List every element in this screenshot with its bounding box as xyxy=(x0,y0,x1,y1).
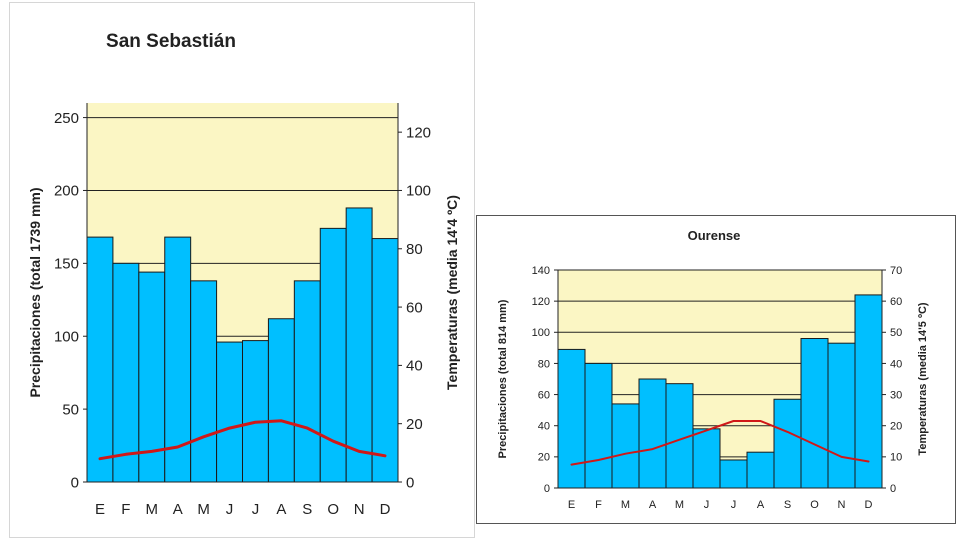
left-tick-label: 100 xyxy=(54,328,79,345)
right-tick-label: 10 xyxy=(890,452,902,464)
precipitation-bar xyxy=(584,362,613,489)
right-tick-label: 40 xyxy=(890,358,902,370)
chart-title: Ourense xyxy=(688,228,741,243)
right-tick-label: 70 xyxy=(890,265,902,277)
right-tick-label: 50 xyxy=(890,327,902,339)
month-label: M xyxy=(197,501,210,518)
month-label: M xyxy=(146,501,159,518)
month-label: A xyxy=(276,501,286,518)
month-label: M xyxy=(621,499,630,511)
left-tick-label: 20 xyxy=(538,452,550,464)
month-label: A xyxy=(757,499,765,511)
month-label: S xyxy=(784,499,791,511)
chart-title: San Sebastián xyxy=(106,31,236,52)
precipitation-bar xyxy=(746,451,775,489)
y-axis-title-left: Precipitaciones (total 1739 mm) xyxy=(27,187,43,397)
right-tick-label: 40 xyxy=(406,358,423,375)
temperature-line xyxy=(570,420,870,466)
precipitation-bar xyxy=(638,378,667,489)
month-label: J xyxy=(731,499,737,511)
month-label: N xyxy=(838,499,846,511)
month-label: S xyxy=(302,501,312,518)
precipitation-bar xyxy=(164,236,192,483)
month-label: O xyxy=(810,499,819,511)
right-tick-label: 120 xyxy=(406,124,431,141)
precipitation-bar xyxy=(719,459,748,489)
month-label: E xyxy=(568,499,575,511)
month-label: M xyxy=(675,499,684,511)
left-tick-label: 120 xyxy=(532,296,550,308)
month-label: O xyxy=(327,501,339,518)
precipitation-bar xyxy=(190,280,218,483)
left-tick-label: 60 xyxy=(538,389,550,401)
precipitation-bar xyxy=(692,428,721,489)
precipitation-bar xyxy=(773,398,802,489)
left-tick-label: 0 xyxy=(71,474,79,491)
month-label: J xyxy=(226,501,234,518)
left-tick-label: 80 xyxy=(538,358,550,370)
left-tick-label: 150 xyxy=(54,256,79,273)
climograph-ourense: 0 20 40 60 80 100 120 140 0 10 20 30 40 50 60 70 E F M A M J J… xyxy=(497,228,929,511)
precipitation-bar xyxy=(371,238,399,483)
precipitation-bar xyxy=(800,338,829,489)
left-tick-label: 0 xyxy=(544,483,550,495)
month-label: F xyxy=(595,499,602,511)
month-label: F xyxy=(121,501,130,518)
right-tick-label: 100 xyxy=(406,183,431,200)
temperature-line xyxy=(98,419,387,461)
month-label: A xyxy=(173,501,183,518)
chart-panel-san-sebastian: 0 50 100 150 200 250 0 20 40 60 80 100 120 E F M A M J J A S O… xyxy=(9,2,475,538)
right-tick-label: 20 xyxy=(890,421,902,433)
month-label: A xyxy=(649,499,657,511)
right-tick-label: 60 xyxy=(406,299,423,316)
precipitation-bar xyxy=(557,348,586,489)
precipitation-bar xyxy=(854,294,883,489)
precipitation-bar xyxy=(112,262,140,483)
month-label: J xyxy=(252,501,259,518)
precipitation-bar xyxy=(242,340,269,483)
left-tick-label: 100 xyxy=(532,327,550,339)
precipitation-bar xyxy=(827,342,856,489)
month-label: N xyxy=(354,501,365,518)
left-tick-label: 250 xyxy=(54,110,79,127)
precipitation-bar xyxy=(86,236,114,483)
month-label: J xyxy=(704,499,710,511)
left-tick-label: 40 xyxy=(538,421,550,433)
precipitation-bar xyxy=(611,403,640,489)
precipitation-bar xyxy=(293,280,321,483)
chart-panel-ourense: 0 20 40 60 80 100 120 140 0 10 20 30 40 50 60 70 E F M A M J J… xyxy=(476,215,956,524)
precipitation-bar xyxy=(345,207,373,483)
right-tick-label: 0 xyxy=(890,483,896,495)
right-tick-label: 20 xyxy=(406,416,423,433)
left-tick-label: 140 xyxy=(532,265,550,277)
left-tick-label: 50 xyxy=(62,401,79,418)
month-label: D xyxy=(865,499,873,511)
y-axis-title-right: Temperaturas (media 14'4 ºC) xyxy=(444,195,460,390)
right-tick-label: 80 xyxy=(406,241,423,258)
precipitation-bar xyxy=(216,341,243,483)
y-axis-title-left: Precipitaciones (total 814 mm) xyxy=(497,299,509,458)
right-tick-label: 0 xyxy=(406,474,414,491)
y-axis-title-right: Temperaturas (media 14'5 ºC) xyxy=(917,302,929,455)
left-tick-label: 200 xyxy=(54,183,79,200)
precipitation-bar xyxy=(267,318,295,483)
month-label: E xyxy=(95,501,105,518)
right-tick-label: 30 xyxy=(890,389,902,401)
month-label: D xyxy=(380,501,391,518)
right-tick-label: 60 xyxy=(890,296,902,308)
